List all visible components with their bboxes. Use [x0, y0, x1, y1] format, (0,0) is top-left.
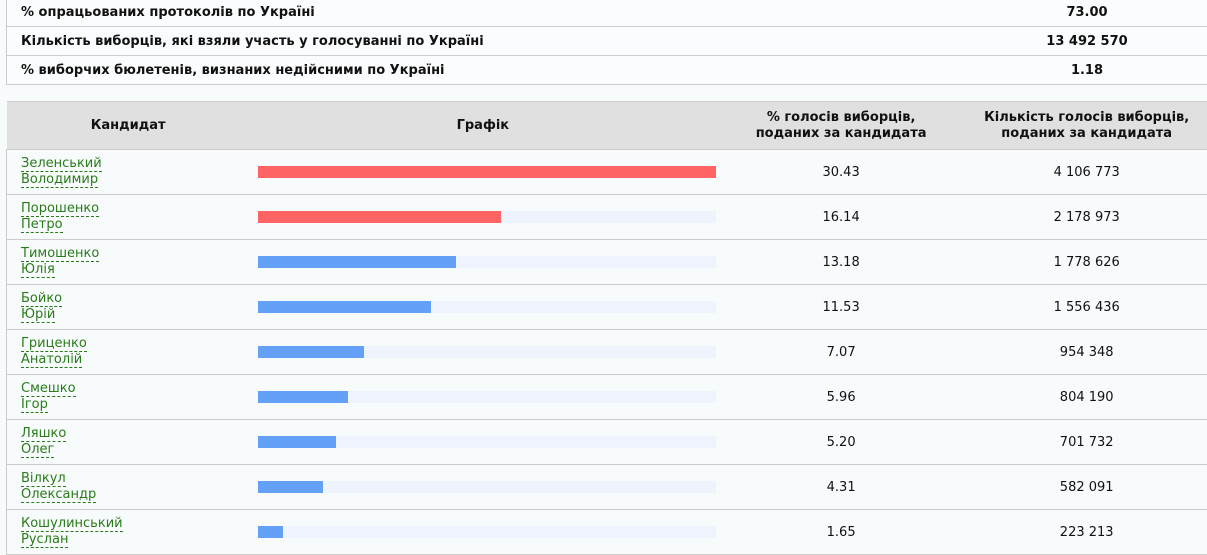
bar-track: [258, 256, 716, 268]
bar-track: [258, 526, 716, 538]
candidate-surname-link[interactable]: Смешко: [21, 381, 76, 397]
vote-count: 4 106 773: [966, 150, 1207, 195]
bar-track: [258, 211, 716, 223]
vote-count: 223 213: [966, 510, 1207, 555]
results-table: Кандидат Графік % голосів виборців,подан…: [6, 101, 1207, 555]
vote-count: 1 556 436: [966, 285, 1207, 330]
vote-count: 954 348: [966, 330, 1207, 375]
vote-count: 1 778 626: [966, 240, 1207, 285]
bar-track: [258, 166, 716, 178]
vote-bar: [258, 256, 456, 268]
candidate-surname-link[interactable]: Ляшко: [21, 426, 66, 442]
vote-count: 804 190: [966, 375, 1207, 420]
candidate-surname-link[interactable]: Кошулинський: [21, 516, 123, 532]
vote-count: 701 732: [966, 420, 1207, 465]
graph-cell: [250, 330, 716, 375]
vote-percent: 16.14: [716, 195, 967, 240]
candidate-firstname-link[interactable]: Руслан: [21, 532, 68, 548]
candidate-firstname-link[interactable]: Олег: [21, 442, 54, 458]
candidate-firstname-link[interactable]: Юлія: [21, 262, 55, 278]
bar-track: [258, 436, 716, 448]
candidate-surname-link[interactable]: Порошенко: [21, 201, 99, 217]
graph-cell: [250, 285, 716, 330]
vote-bar: [258, 346, 364, 358]
candidate-surname-link[interactable]: Зеленський: [21, 156, 102, 172]
vote-percent: 4.31: [716, 465, 967, 510]
summary-value: 13 492 570: [967, 27, 1207, 56]
summary-value: 73.00: [967, 0, 1207, 27]
candidate-surname-link[interactable]: Вілкул: [21, 471, 66, 487]
summary-row: % виборчих бюлетенів, визнаних недійсним…: [7, 56, 1207, 85]
candidate-firstname-link[interactable]: Петро: [21, 217, 63, 233]
candidate-firstname-link[interactable]: Олександр: [21, 487, 96, 503]
candidate-firstname-link[interactable]: Анатолій: [21, 352, 82, 368]
bar-track: [258, 301, 716, 313]
candidate-firstname-link[interactable]: Ігор: [21, 397, 48, 413]
vote-percent: 7.07: [716, 330, 967, 375]
summary-value: 1.18: [967, 56, 1207, 85]
vote-percent: 1.65: [716, 510, 967, 555]
graph-cell: [250, 240, 716, 285]
candidate-surname-link[interactable]: Тимошенко: [21, 246, 99, 262]
graph-cell: [250, 195, 716, 240]
vote-bar: [258, 526, 283, 538]
summary-label: % виборчих бюлетенів, визнаних недійсним…: [7, 56, 968, 85]
summary-label: % опрацьованих протоколів по Україні: [7, 0, 968, 27]
graph-cell: [250, 510, 716, 555]
graph-cell: [250, 420, 716, 465]
results-header: Кандидат Графік % голосів виборців,подан…: [7, 102, 1207, 150]
header-graph: Графік: [250, 102, 716, 150]
vote-percent: 5.96: [716, 375, 967, 420]
vote-count: 582 091: [966, 465, 1207, 510]
summary-row: Кількість виборців, які взяли участь у г…: [7, 27, 1207, 56]
summary-label: Кількість виборців, які взяли участь у г…: [7, 27, 968, 56]
vote-bar: [258, 211, 501, 223]
vote-percent: 11.53: [716, 285, 967, 330]
bar-track: [258, 481, 716, 493]
bar-track: [258, 346, 716, 358]
header-count: Кількість голосів виборців,поданих за ка…: [966, 102, 1207, 150]
header-pct: % голосів виборців,поданих за кандидата: [716, 102, 967, 150]
vote-bar: [258, 436, 336, 448]
candidate-firstname-link[interactable]: Юрій: [21, 307, 55, 323]
vote-percent: 30.43: [716, 150, 967, 195]
vote-count: 2 178 973: [966, 195, 1207, 240]
candidate-firstname-link[interactable]: Володимир: [21, 172, 98, 188]
candidate-surname-link[interactable]: Гриценко: [21, 336, 87, 352]
bar-track: [258, 391, 716, 403]
vote-bar: [258, 481, 323, 493]
vote-bar: [258, 301, 432, 313]
header-candidate: Кандидат: [7, 102, 250, 150]
graph-cell: [250, 150, 716, 195]
vote-bar: [258, 166, 716, 178]
vote-percent: 5.20: [716, 420, 967, 465]
graph-cell: [250, 375, 716, 420]
candidate-surname-link[interactable]: Бойко: [21, 291, 62, 307]
graph-cell: [250, 465, 716, 510]
vote-bar: [258, 391, 348, 403]
vote-percent: 13.18: [716, 240, 967, 285]
